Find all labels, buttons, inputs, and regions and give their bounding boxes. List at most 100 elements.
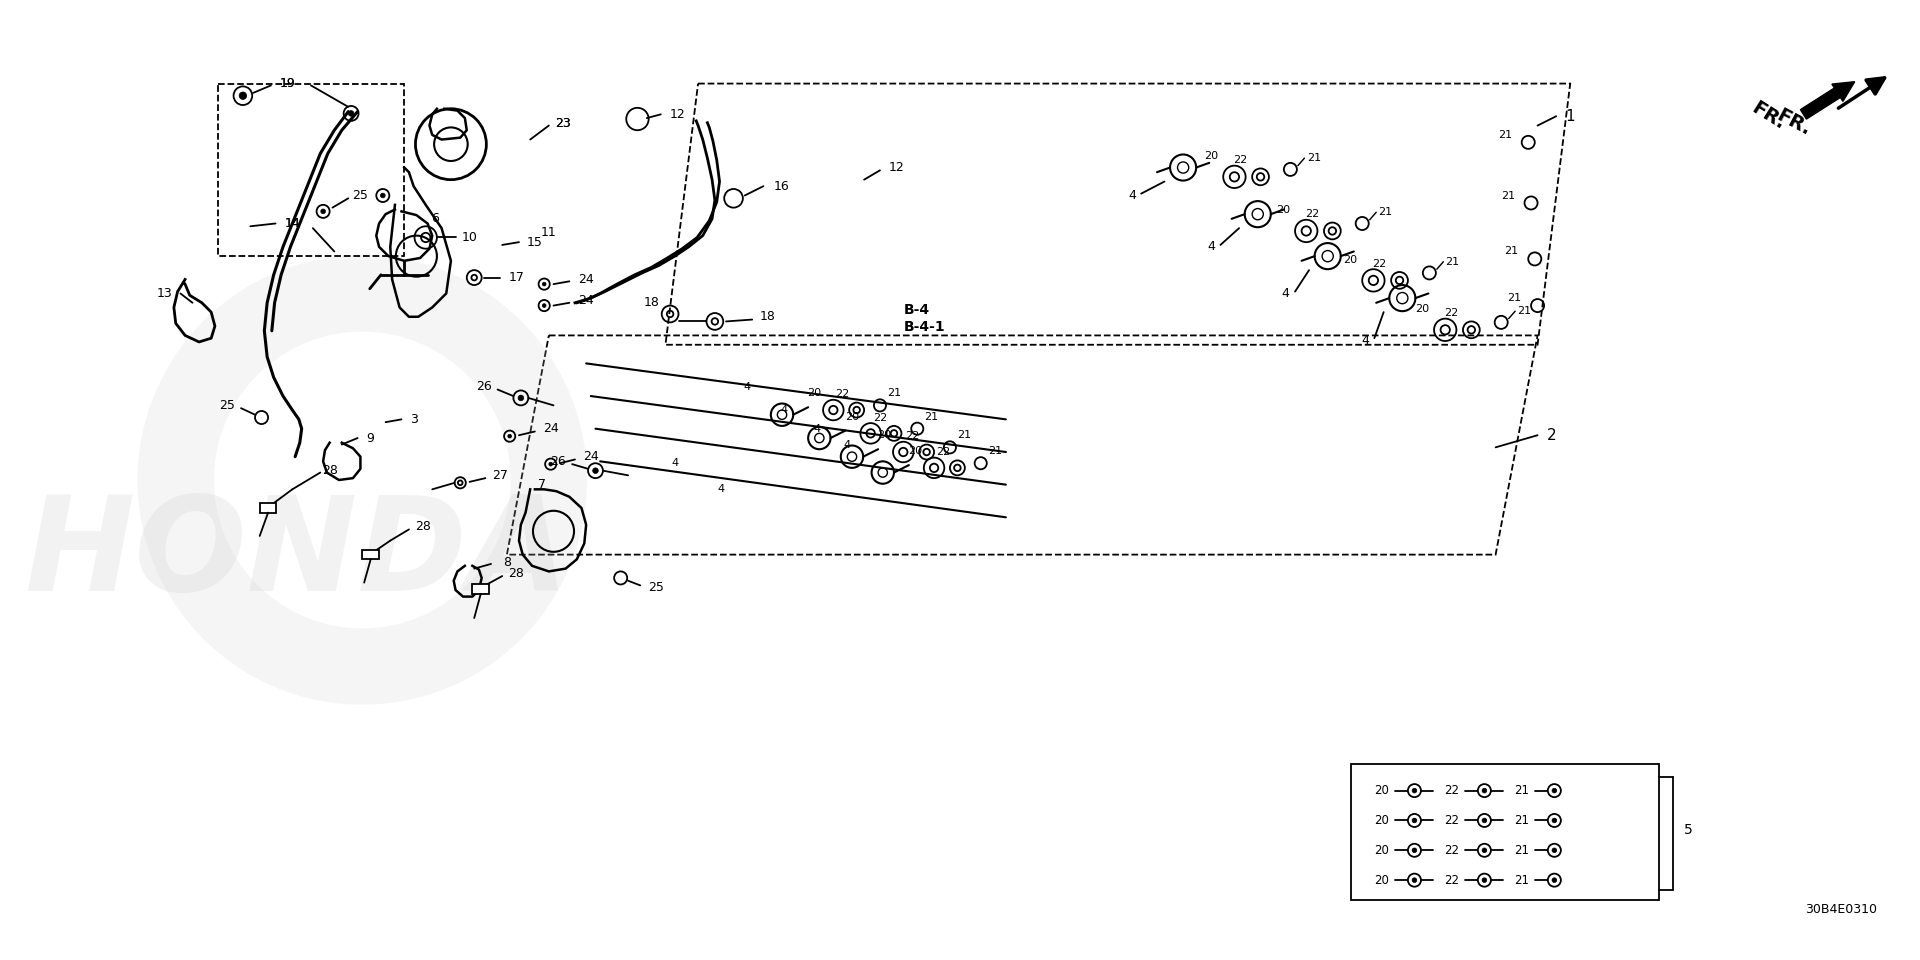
- Text: 5: 5: [1684, 823, 1693, 837]
- Text: 18: 18: [643, 297, 659, 309]
- Text: 9: 9: [367, 432, 374, 444]
- Text: 21: 21: [987, 446, 1002, 456]
- Text: FR.: FR.: [1774, 106, 1814, 139]
- Text: 20: 20: [1375, 874, 1390, 887]
- Circle shape: [549, 463, 553, 466]
- Text: 22: 22: [1233, 156, 1248, 165]
- Circle shape: [1551, 788, 1557, 793]
- Text: 12: 12: [889, 161, 904, 174]
- Bar: [259, 503, 276, 513]
- Text: 4: 4: [718, 485, 726, 494]
- Text: 7: 7: [538, 478, 547, 492]
- Text: 21: 21: [1515, 784, 1528, 797]
- Circle shape: [321, 209, 326, 214]
- Text: 21: 21: [1446, 256, 1459, 267]
- Text: 4: 4: [1283, 287, 1290, 300]
- Text: 30B4E0310: 30B4E0310: [1805, 902, 1876, 916]
- Circle shape: [1411, 788, 1417, 793]
- Text: 20: 20: [1375, 784, 1390, 797]
- Text: 1: 1: [1565, 108, 1574, 124]
- Text: B-4-1: B-4-1: [902, 320, 945, 334]
- Text: 21: 21: [1498, 130, 1511, 140]
- Text: 15: 15: [526, 235, 543, 249]
- Circle shape: [1482, 877, 1486, 882]
- Text: 26: 26: [551, 455, 566, 468]
- Bar: [1352, 764, 1659, 900]
- Text: FR.: FR.: [1747, 99, 1788, 133]
- Circle shape: [1482, 848, 1486, 852]
- Text: 20: 20: [1204, 152, 1217, 161]
- Circle shape: [1551, 848, 1557, 852]
- Text: 25: 25: [649, 581, 664, 594]
- Bar: [363, 550, 378, 560]
- Text: 21: 21: [1515, 844, 1528, 857]
- Text: 22: 22: [1444, 844, 1459, 857]
- FancyArrow shape: [1801, 82, 1855, 119]
- Text: 22: 22: [937, 447, 950, 457]
- Circle shape: [518, 396, 524, 400]
- Text: 23: 23: [555, 117, 570, 131]
- Text: 12: 12: [670, 108, 685, 121]
- Text: 6: 6: [432, 212, 440, 226]
- Text: 4: 4: [1208, 240, 1215, 253]
- Text: 28: 28: [323, 465, 338, 477]
- Text: 21: 21: [1507, 293, 1521, 303]
- Circle shape: [1551, 877, 1557, 882]
- Text: 21: 21: [956, 430, 972, 441]
- Text: B-4: B-4: [902, 303, 929, 317]
- Text: 22: 22: [1444, 874, 1459, 887]
- Text: 22: 22: [1444, 308, 1457, 318]
- Text: 23: 23: [555, 117, 570, 131]
- Text: 19: 19: [280, 77, 296, 90]
- Text: 20: 20: [1277, 205, 1290, 215]
- Text: 24: 24: [584, 450, 599, 463]
- Text: 19: 19: [280, 77, 296, 90]
- Text: 26: 26: [476, 380, 492, 394]
- Text: 17: 17: [509, 271, 524, 284]
- Text: 3: 3: [409, 413, 417, 426]
- Text: HONDA: HONDA: [25, 492, 570, 618]
- Text: 4: 4: [780, 405, 787, 415]
- Text: 21: 21: [1515, 874, 1528, 887]
- Text: 10: 10: [461, 231, 478, 244]
- Text: 8: 8: [503, 556, 511, 568]
- Circle shape: [240, 92, 246, 100]
- Text: 24: 24: [543, 422, 559, 435]
- Circle shape: [1482, 818, 1486, 823]
- Text: 21: 21: [1501, 190, 1515, 201]
- Bar: [217, 84, 405, 256]
- Text: 21: 21: [887, 388, 900, 398]
- Text: 25: 25: [219, 398, 234, 412]
- Text: 22: 22: [1444, 814, 1459, 827]
- Text: 22: 22: [874, 413, 887, 422]
- Text: 20: 20: [1415, 304, 1428, 314]
- Text: 14: 14: [284, 217, 300, 230]
- Text: 25: 25: [353, 189, 369, 202]
- Text: 2: 2: [1548, 428, 1557, 443]
- Text: 14: 14: [284, 217, 300, 230]
- Text: 22: 22: [1373, 258, 1386, 269]
- Circle shape: [1411, 818, 1417, 823]
- Text: 28: 28: [415, 520, 430, 533]
- Text: 22: 22: [1444, 784, 1459, 797]
- Text: 20: 20: [877, 430, 891, 441]
- Text: 22: 22: [1306, 209, 1319, 219]
- Circle shape: [1411, 848, 1417, 852]
- Text: 18: 18: [760, 310, 776, 324]
- Text: 16: 16: [774, 180, 789, 193]
- Circle shape: [1551, 818, 1557, 823]
- Circle shape: [380, 193, 386, 198]
- Text: 21: 21: [1517, 306, 1532, 316]
- Text: 21: 21: [1379, 207, 1392, 217]
- Circle shape: [541, 282, 545, 286]
- Text: 13: 13: [157, 287, 173, 300]
- Text: 24: 24: [578, 273, 593, 286]
- Text: 28: 28: [509, 566, 524, 580]
- Text: 21: 21: [1505, 247, 1519, 256]
- Text: 4: 4: [812, 423, 820, 434]
- Text: 24: 24: [578, 295, 593, 307]
- Circle shape: [541, 303, 545, 307]
- Text: 4: 4: [1361, 333, 1369, 347]
- Text: 22: 22: [906, 431, 920, 442]
- Circle shape: [507, 434, 511, 438]
